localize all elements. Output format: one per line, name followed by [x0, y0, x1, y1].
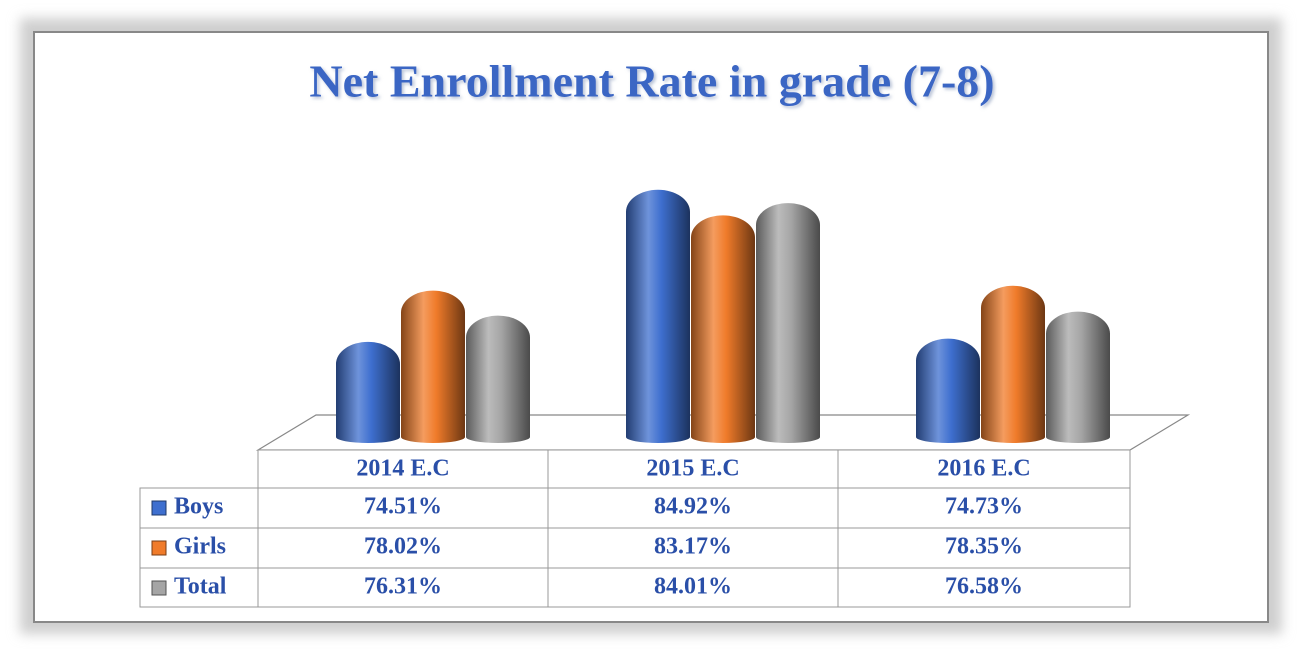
bar — [626, 189, 690, 443]
table-header — [257, 449, 1131, 489]
bar — [916, 338, 980, 443]
value-label: 76.58% — [945, 574, 1023, 600]
bar — [401, 290, 465, 443]
legend-key — [151, 540, 167, 556]
category-label: 2015 E.C — [646, 456, 739, 482]
bar — [691, 215, 755, 443]
legend-key — [151, 500, 167, 516]
category-label: 2016 E.C — [937, 456, 1030, 482]
value-label: 76.31% — [364, 574, 442, 600]
legend-key — [151, 580, 167, 596]
bar — [981, 285, 1045, 443]
chart-title: Net Enrollment Rate in grade (7-8) — [309, 56, 994, 107]
value-label: 74.73% — [945, 494, 1023, 520]
value-label: 83.17% — [654, 534, 732, 560]
bar — [336, 341, 400, 443]
category-label: 2014 E.C — [356, 456, 449, 482]
table-body — [139, 487, 1131, 608]
bar — [1046, 311, 1110, 443]
legend-label: Boys — [174, 494, 223, 520]
value-label: 84.92% — [654, 494, 732, 520]
legend-label: Girls — [174, 534, 226, 560]
bar — [466, 315, 530, 443]
value-label: 74.51% — [364, 494, 442, 520]
legend-label: Total — [174, 574, 227, 600]
bar — [756, 203, 820, 443]
value-label: 78.02% — [364, 534, 442, 560]
value-label: 78.35% — [945, 534, 1023, 560]
data-table — [139, 449, 1131, 608]
value-label: 84.01% — [654, 574, 732, 600]
